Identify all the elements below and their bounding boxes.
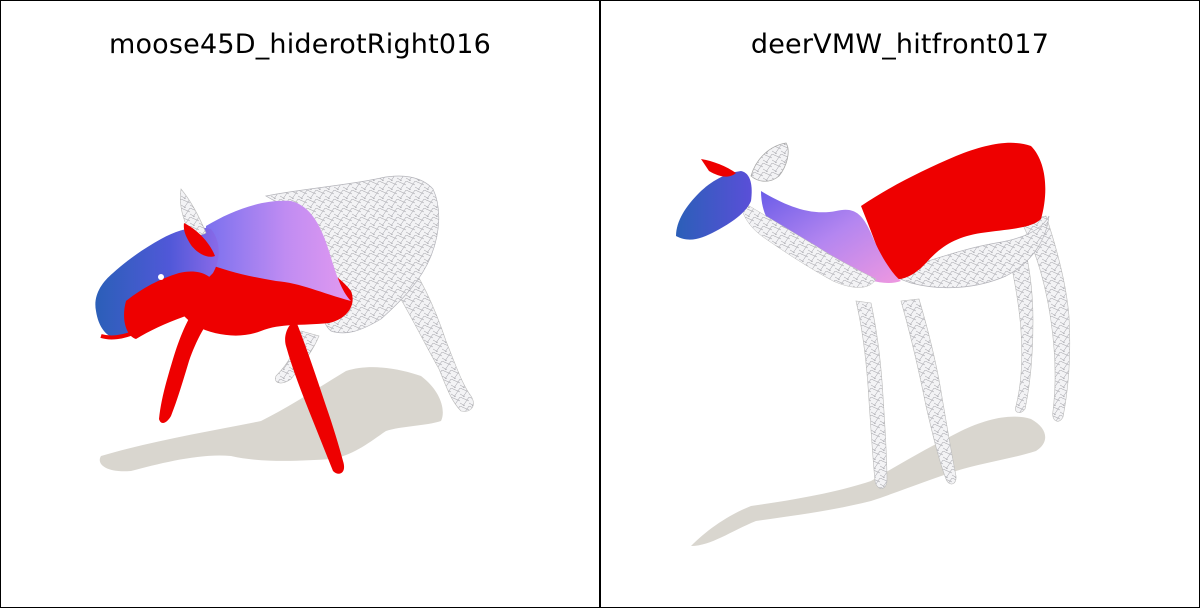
deer-body-red <box>861 142 1046 280</box>
moose-eye <box>158 274 164 280</box>
panel-title-deer: deerVMW_hitfront017 <box>750 29 1050 60</box>
moose-mouth <box>100 331 134 340</box>
moose-front-leg-lifted <box>159 302 221 423</box>
panel-deer: deerVMW_hitfront017 <box>601 1 1199 607</box>
deer-render <box>676 142 1071 546</box>
moose-render <box>95 175 474 474</box>
deer-neck-violet <box>761 191 901 284</box>
deer-hind-leg-near <box>1020 215 1071 422</box>
moose-front-leg-lifted-upper <box>201 304 241 323</box>
moose-head-red <box>124 271 216 339</box>
moose-shadow <box>99 367 443 472</box>
deer-front-leg-near <box>900 298 957 485</box>
panel-divider <box>599 0 601 608</box>
deer-front-leg-far <box>855 300 888 489</box>
moose-front-leg-near <box>285 321 345 474</box>
panel-title-moose: moose45D_hiderotRight016 <box>108 29 492 60</box>
deer-neck-mesh <box>740 200 877 288</box>
deer-shadow <box>691 416 1046 546</box>
deer-ear-right <box>750 142 789 182</box>
deer-hind-leg-far <box>1005 240 1034 413</box>
deer-head <box>676 171 752 240</box>
moose-torso-violet <box>206 200 351 301</box>
deer-ear-left <box>701 159 736 177</box>
panel-moose: moose45D_hiderotRight016 <box>1 1 599 607</box>
moose-hind-leg <box>398 250 474 412</box>
moose-ear-front <box>183 223 215 257</box>
